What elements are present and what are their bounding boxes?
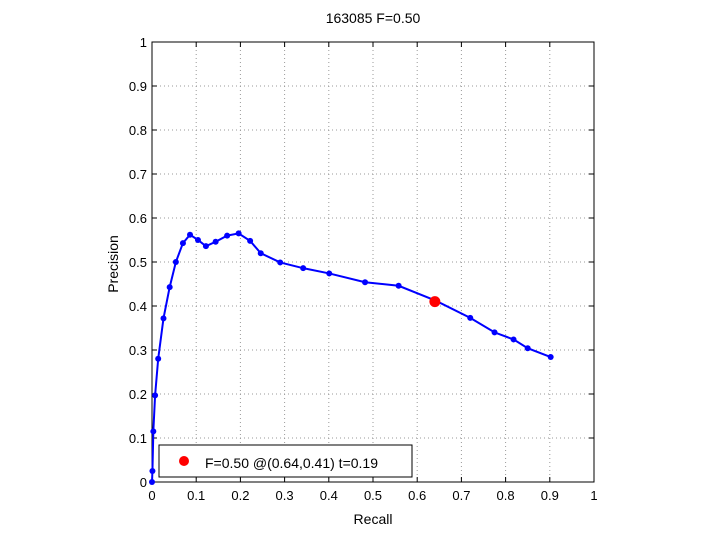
y-tick-label: 0.4 — [129, 299, 147, 314]
pr-curve-point — [395, 282, 402, 289]
pr-curve-point — [300, 265, 307, 272]
pr-curve-point — [149, 479, 155, 485]
pr-curve-point — [212, 238, 219, 245]
pr-curve-point — [172, 259, 179, 265]
chart-title: 163085 F=0.50 — [326, 10, 421, 26]
pr-curve-point — [152, 392, 159, 399]
pr-curve-point — [362, 279, 369, 286]
y-tick-label: 0.3 — [129, 343, 147, 358]
x-tick-label: 0.5 — [364, 488, 382, 503]
x-tick-label: 0.2 — [231, 488, 249, 503]
pr-curve-point — [194, 237, 201, 243]
plot-area: 0 0.1 0.2 0.3 0.4 0.5 0.6 0.7 0.8 0.9 1 0 0.1 0.2 0.3 0… — [129, 35, 598, 503]
x-tick-label: 0.7 — [452, 488, 470, 503]
pr-curve-point — [491, 329, 498, 336]
pr-curve-point — [179, 240, 186, 247]
pr-curve-point — [224, 232, 231, 239]
y-tick-label: 0.1 — [129, 431, 147, 446]
pr-curve-line — [151, 232, 552, 483]
legend: F=0.50 @(0.64,0.41) t=0.19 — [158, 444, 413, 478]
axes-box — [151, 41, 595, 483]
y-tick-label: 0.2 — [129, 387, 147, 402]
y-tick-label: 0.8 — [129, 123, 147, 138]
pr-curve-point — [510, 336, 517, 343]
y-axis-label: Precision — [105, 235, 121, 293]
y-tick-label: 0.9 — [129, 79, 147, 94]
x-axis-label: Recall — [354, 511, 393, 527]
legend-entry: F=0.50 @(0.64,0.41) t=0.19 — [205, 455, 378, 471]
pr-curve-point — [326, 270, 333, 277]
pr-curve-point — [202, 243, 209, 250]
pr-curve-point — [524, 345, 531, 352]
pr-curve-point — [187, 231, 194, 238]
pr-curve-point — [277, 259, 284, 266]
best-f-marker — [429, 296, 441, 308]
x-tick-label: 0.4 — [320, 488, 338, 503]
x-tick-label: 0.9 — [541, 488, 559, 503]
pr-curve-point — [155, 355, 162, 362]
y-tick-label: 0.6 — [129, 211, 147, 226]
legend-frame — [158, 444, 413, 478]
x-tick-label: 0.6 — [408, 488, 426, 503]
pr-curve-point — [160, 315, 167, 322]
y-tick-label: 0 — [140, 475, 147, 490]
pr-curve-point — [257, 250, 264, 257]
x-tick-label: 1 — [590, 488, 597, 503]
y-tick-label: 0.5 — [129, 255, 147, 270]
x-tick-label: 0.8 — [497, 488, 515, 503]
x-tick-label: 0 — [148, 488, 155, 503]
pr-curve-point — [235, 230, 242, 237]
y-tick-label: 1 — [140, 35, 147, 50]
y-tick-label: 0.7 — [129, 167, 147, 182]
pr-curve-point — [149, 468, 156, 474]
legend-marker — [179, 456, 189, 466]
x-tick-label: 0.3 — [276, 488, 294, 503]
pr-curve-point — [247, 237, 254, 244]
pr-curve-point — [166, 284, 173, 291]
pr-curve-point — [467, 314, 474, 321]
pr-curve-point — [547, 354, 554, 361]
pr-curve-point — [150, 428, 157, 435]
x-tick-label: 0.1 — [187, 488, 205, 503]
